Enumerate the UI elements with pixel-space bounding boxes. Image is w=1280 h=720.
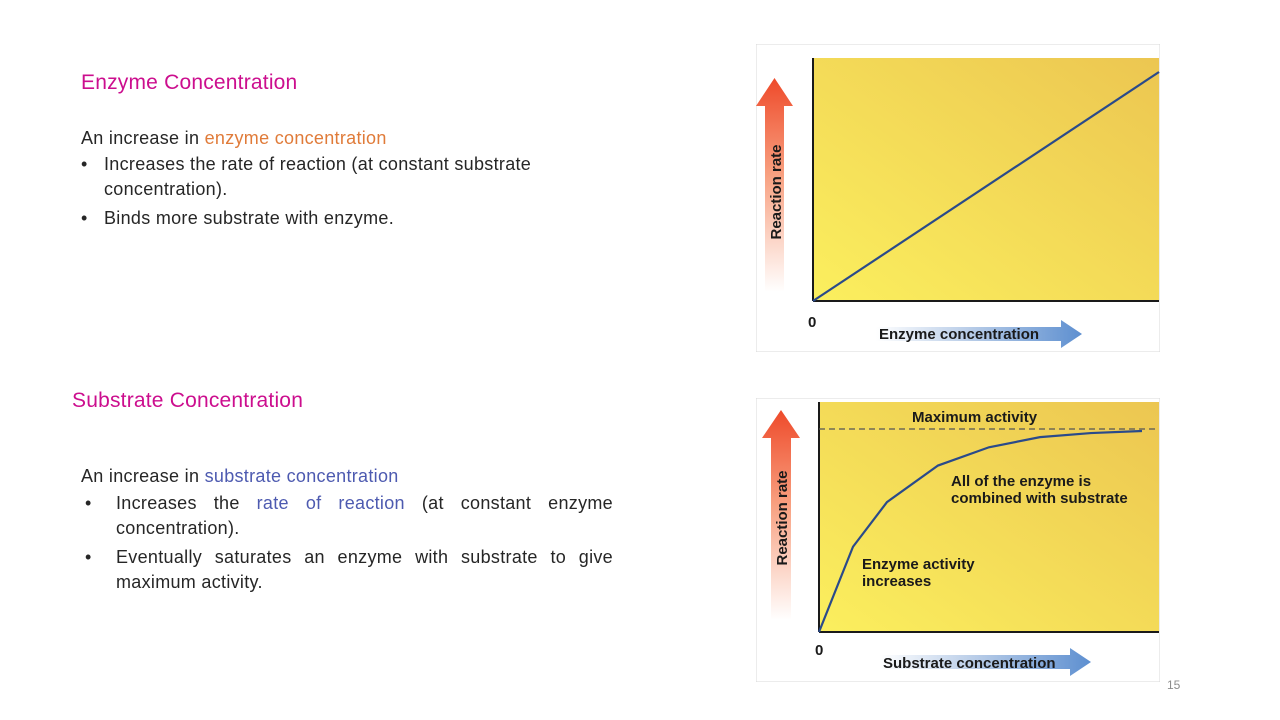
annotation-combined-line1: All of the enzyme is (951, 473, 1091, 490)
origin-label: 0 (808, 314, 816, 331)
bullet-dot: • (81, 208, 88, 228)
section-heading-enzyme: Enzyme Concentration (81, 71, 298, 94)
x-axis-arrow (880, 648, 1091, 676)
bullet-highlight: rate of reaction (256, 493, 405, 513)
bullet-dot: • (81, 154, 88, 174)
intro-substrate: An increase in substrate concentration (81, 466, 399, 487)
y-axis-arrow (762, 410, 800, 620)
y-axis-label: Reaction rate (774, 470, 791, 565)
list-item: • Increases the rate of reaction (at con… (81, 491, 613, 541)
intro-prefix: An increase in (81, 466, 205, 486)
bullet-text: Increases the (116, 493, 257, 513)
x-axis-label: Substrate concentration (883, 655, 1056, 672)
bullet-list-substrate: • Increases the rate of reaction (at con… (81, 491, 613, 599)
list-item: • Binds more substrate with enzyme. (81, 206, 551, 231)
intro-prefix: An increase in (81, 128, 205, 148)
x-axis-arrow (876, 320, 1082, 348)
annotation-increases-line2: increases (862, 573, 931, 590)
plot-area (819, 402, 1159, 632)
bullet-dot: • (85, 493, 92, 513)
bullet-list-enzyme: • Increases the rate of reaction (at con… (81, 152, 551, 235)
x-axis-label: Enzyme concentration (879, 326, 1039, 343)
bullet-text: Binds more substrate with enzyme. (104, 208, 395, 228)
data-curve-substrate (817, 429, 1143, 633)
intro-highlight: enzyme concentration (204, 128, 387, 148)
bullet-text: Increases the rate of reaction (at const… (104, 154, 532, 199)
plot-area (813, 58, 1159, 301)
y-axis-arrow (756, 78, 793, 292)
origin-label: 0 (815, 642, 823, 659)
chart-substrate-svg: Maximum activity All of the enzyme is co… (756, 398, 1160, 682)
list-item: • Eventually saturates an enzyme with su… (81, 545, 613, 595)
section-heading-substrate: Substrate Concentration (72, 389, 304, 412)
intro-highlight: substrate concentration (204, 466, 399, 486)
data-line-enzyme (812, 71, 1160, 302)
bullet-text: (at constant enzyme concentration). (116, 493, 613, 538)
list-item: • Increases the rate of reaction (at con… (81, 152, 551, 202)
annotation-max-activity: Maximum activity (912, 409, 1038, 426)
chart-enzyme-svg: Reaction rate Enzyme concentration 0 (756, 44, 1160, 352)
intro-enzyme: An increase in enzyme concentration (81, 128, 387, 149)
bullet-text: Eventually saturates an enzyme with subs… (116, 547, 613, 592)
chart-substrate-concentration: Maximum activity All of the enzyme is co… (756, 398, 1160, 682)
page-number: 15 (1167, 678, 1181, 692)
annotation-combined-line2: combined with substrate (951, 490, 1128, 507)
bullet-dot: • (85, 547, 92, 567)
chart-enzyme-concentration: Reaction rate Enzyme concentration 0 (756, 44, 1160, 352)
y-axis-label: Reaction rate (768, 144, 785, 239)
annotation-increases-line1: Enzyme activity (862, 556, 975, 573)
